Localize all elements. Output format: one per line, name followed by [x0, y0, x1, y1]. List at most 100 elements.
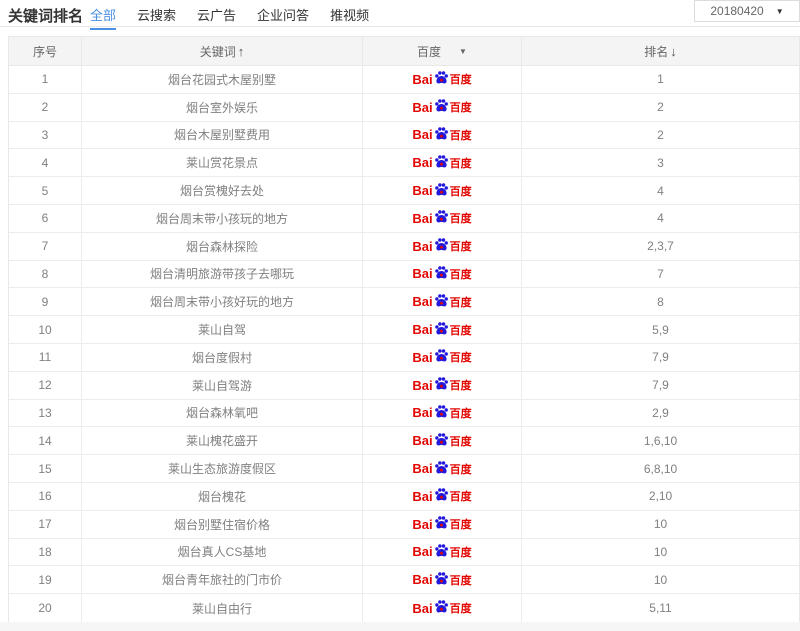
column-header-rank[interactable]: 排名 ↓	[521, 37, 799, 65]
table-body: 1 烟台花园式木屋别墅 Bai 百度 1 2 烟台室外娱乐 Bai	[9, 66, 799, 622]
baidu-logo[interactable]: Bai 百度	[412, 98, 472, 116]
table-row: 18 烟台真人CS基地 Bai 百度 10	[9, 538, 799, 567]
column-header-engine-label: 百度	[417, 44, 442, 59]
keyword-cell: 烟台别墅住宿价格	[81, 510, 362, 538]
keyword-cell: 莱山自驾游	[81, 371, 362, 399]
row-index-cell: 20	[38, 601, 52, 616]
engine-filter-caret-icon[interactable]: ▼	[459, 46, 467, 56]
row-index-cell: 7	[41, 239, 49, 254]
table-row: 1 烟台花园式木屋别墅 Bai 百度 1	[9, 66, 799, 94]
baidu-logo-du-text: 百度	[449, 213, 472, 226]
sort-descending-icon[interactable]: ↓	[670, 43, 677, 59]
column-header-engine[interactable]: 百度 ▼	[362, 37, 521, 65]
row-index-cell: 14	[38, 433, 52, 448]
rank-cell: 2	[521, 93, 799, 121]
baidu-logo[interactable]: Bai 百度	[412, 265, 472, 283]
engine-cell: Bai 百度	[362, 538, 521, 566]
table-row: 4 莱山赏花景点 Bai 百度 3	[9, 149, 799, 178]
baidu-logo[interactable]: Bai 百度	[412, 293, 472, 311]
baidu-logo-du-text: 百度	[449, 380, 472, 393]
table-row: 12 莱山自驾游 Bai 百度 7,9	[9, 371, 799, 400]
column-header-index-label: 序号	[32, 44, 57, 59]
engine-cell: Bai 百度	[362, 399, 521, 427]
rank-cell: 10	[521, 538, 799, 566]
baidu-logo[interactable]: Bai 百度	[412, 126, 472, 144]
keyword-cell: 烟台槐花	[81, 482, 362, 510]
row-index-cell: 12	[38, 378, 52, 393]
tab-cloud-search[interactable]: 云搜索	[137, 8, 177, 23]
row-index-cell: 17	[38, 517, 52, 532]
baidu-logo-bai-text: Bai	[412, 183, 433, 199]
row-index-cell: 9	[41, 294, 49, 309]
baidu-logo[interactable]: Bai 百度	[412, 460, 472, 478]
baidu-paw-icon	[434, 99, 448, 112]
baidu-logo[interactable]: Bai 百度	[412, 348, 472, 366]
baidu-logo[interactable]: Bai 百度	[412, 70, 472, 88]
keyword-cell: 烟台森林氧吧	[81, 399, 362, 427]
rank-cell: 8	[521, 288, 799, 316]
baidu-logo-du-text: 百度	[449, 268, 472, 281]
baidu-logo[interactable]: Bai 百度	[412, 432, 472, 450]
chevron-down-icon: ▼	[775, 6, 784, 16]
column-header-rank-label: 排名	[644, 44, 669, 59]
baidu-logo[interactable]: Bai 百度	[412, 321, 472, 339]
baidu-logo[interactable]: Bai 百度	[412, 515, 472, 533]
baidu-logo-du-text: 百度	[449, 102, 472, 115]
keyword-cell: 烟台花园式木屋别墅	[81, 66, 362, 93]
date-dropdown-value: 20180420	[710, 4, 764, 18]
baidu-logo[interactable]: Bai 百度	[412, 237, 472, 255]
baidu-logo-bai-text: Bai	[412, 572, 433, 588]
rank-cell: 7,9	[521, 343, 799, 371]
baidu-logo-bai-text: Bai	[412, 266, 433, 282]
baidu-logo-du-text: 百度	[449, 603, 472, 616]
baidu-logo[interactable]: Bai 百度	[412, 571, 472, 589]
engine-cell: Bai 百度	[362, 204, 521, 232]
column-header-index: 序号	[9, 37, 81, 65]
keyword-cell: 烟台清明旅游带孩子去哪玩	[81, 260, 362, 288]
table-row: 5 烟台赏槐好去处 Bai 百度 4	[9, 177, 799, 205]
table-row: 16 烟台槐花 Bai 百度 2,10	[9, 482, 799, 511]
baidu-logo[interactable]: Bai 百度	[412, 154, 472, 172]
baidu-logo-bai-text: Bai	[412, 238, 433, 254]
tab-all[interactable]: 全部	[90, 5, 117, 30]
baidu-logo-bai-text: Bai	[412, 210, 433, 226]
baidu-logo-bai-text: Bai	[412, 127, 433, 143]
baidu-paw-icon	[434, 460, 448, 474]
rank-cell: 2	[521, 121, 799, 149]
row-index-cell: 8	[41, 266, 49, 281]
baidu-logo-bai-text: Bai	[412, 488, 433, 504]
table-row: 2 烟台室外娱乐 Bai 百度 2	[9, 93, 799, 122]
rank-cell: 10	[521, 566, 799, 594]
baidu-paw-icon	[434, 349, 448, 362]
tab-push-video[interactable]: 推视频	[330, 8, 370, 23]
tab-enterprise-qa[interactable]: 企业问答	[257, 8, 310, 23]
baidu-logo[interactable]: Bai 百度	[412, 376, 472, 394]
row-index-cell: 13	[38, 405, 52, 420]
baidu-logo-du-text: 百度	[449, 129, 472, 142]
tab-bar: 全部 云搜索 云广告 企业问答 推视频	[90, 5, 390, 30]
baidu-logo[interactable]: Bai 百度	[412, 209, 472, 227]
baidu-logo-du-text: 百度	[449, 157, 472, 170]
baidu-logo[interactable]: Bai 百度	[412, 404, 472, 422]
engine-cell: Bai 百度	[362, 594, 521, 622]
tab-cloud-ads[interactable]: 云广告	[197, 8, 237, 23]
table-row: 10 莱山自驾 Bai 百度 5,9	[9, 316, 799, 344]
sort-ascending-icon[interactable]: ↑	[237, 43, 245, 59]
engine-cell: Bai 百度	[362, 66, 521, 93]
baidu-logo-du-text: 百度	[449, 519, 472, 532]
column-header-keyword-label: 关键词	[199, 44, 236, 59]
baidu-paw-icon	[434, 571, 448, 585]
date-dropdown[interactable]: 20180420 ▼	[694, 0, 800, 22]
baidu-logo[interactable]: Bai 百度	[412, 487, 472, 505]
baidu-logo-du-text: 百度	[449, 435, 472, 448]
engine-cell: Bai 百度	[362, 260, 521, 288]
baidu-logo[interactable]: Bai 百度	[412, 599, 472, 617]
baidu-logo-du-text: 百度	[449, 296, 472, 309]
baidu-logo[interactable]: Bai 百度	[412, 543, 472, 561]
baidu-logo[interactable]: Bai 百度	[412, 182, 472, 200]
engine-cell: Bai 百度	[362, 343, 521, 371]
rank-cell: 4	[521, 177, 799, 204]
rank-cell: 2,10	[521, 482, 799, 510]
baidu-logo-bai-text: Bai	[412, 405, 433, 421]
column-header-keyword[interactable]: 关键词 ↑	[81, 37, 362, 65]
